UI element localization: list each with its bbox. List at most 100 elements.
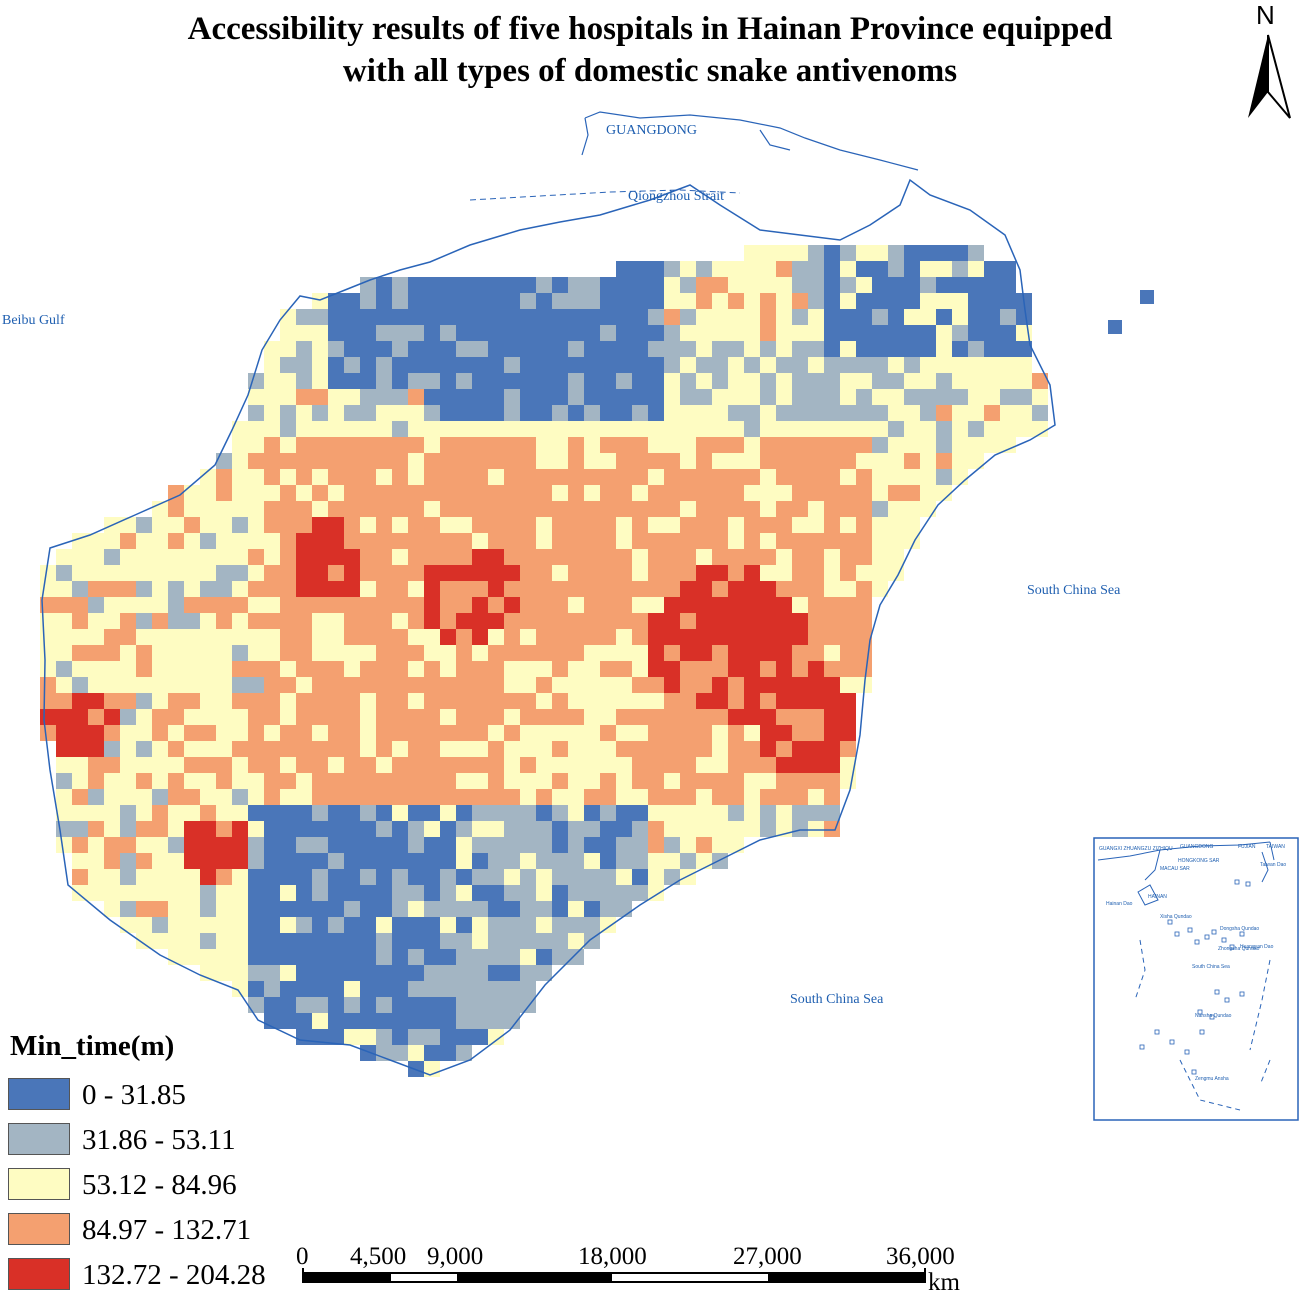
raster-cell bbox=[680, 853, 696, 869]
raster-cell bbox=[1032, 405, 1048, 421]
raster-cell bbox=[56, 645, 72, 661]
raster-cell bbox=[536, 709, 552, 725]
raster-cell bbox=[984, 325, 1000, 341]
raster-cell bbox=[680, 549, 696, 565]
raster-cell bbox=[664, 613, 680, 629]
raster-cell bbox=[664, 389, 680, 405]
raster-cell bbox=[504, 581, 520, 597]
raster-cell bbox=[696, 261, 712, 277]
raster-cell bbox=[376, 373, 392, 389]
raster-cell bbox=[760, 453, 776, 469]
raster-cell bbox=[248, 741, 264, 757]
raster-cell bbox=[536, 757, 552, 773]
inset-island-marker bbox=[1191, 1069, 1197, 1075]
raster-cell bbox=[248, 645, 264, 661]
raster-cell bbox=[648, 501, 664, 517]
raster-cell bbox=[360, 677, 376, 693]
raster-cell bbox=[232, 597, 248, 613]
raster-cell bbox=[168, 853, 184, 869]
raster-cell bbox=[408, 549, 424, 565]
raster-cell bbox=[520, 485, 536, 501]
raster-cell bbox=[728, 309, 744, 325]
raster-cell bbox=[664, 853, 680, 869]
raster-cell bbox=[536, 517, 552, 533]
raster-cell bbox=[904, 485, 920, 501]
raster-cell bbox=[488, 293, 504, 309]
raster-cell bbox=[408, 949, 424, 965]
raster-cell bbox=[440, 741, 456, 757]
raster-cell bbox=[520, 277, 536, 293]
raster-cell bbox=[584, 565, 600, 581]
raster-cell bbox=[696, 533, 712, 549]
raster-cell bbox=[616, 389, 632, 405]
raster-cell bbox=[648, 645, 664, 661]
raster-cell bbox=[712, 485, 728, 501]
raster-cell bbox=[1016, 373, 1032, 389]
raster-cell bbox=[152, 917, 168, 933]
raster-cell bbox=[664, 357, 680, 373]
raster-cell bbox=[632, 661, 648, 677]
raster-cell bbox=[856, 357, 872, 373]
raster-cell bbox=[680, 741, 696, 757]
raster-cell bbox=[328, 661, 344, 677]
raster-cell bbox=[504, 741, 520, 757]
raster-cell bbox=[536, 485, 552, 501]
legend-swatch bbox=[8, 1168, 70, 1200]
raster-cell bbox=[1032, 389, 1048, 405]
raster-cell bbox=[760, 341, 776, 357]
raster-cell bbox=[248, 725, 264, 741]
raster-cell bbox=[952, 453, 968, 469]
raster-cell bbox=[232, 421, 248, 437]
raster-cell bbox=[344, 869, 360, 885]
raster-cell bbox=[280, 389, 296, 405]
raster-cell bbox=[328, 437, 344, 453]
raster-cell bbox=[824, 533, 840, 549]
raster-cell bbox=[648, 309, 664, 325]
raster-cell bbox=[392, 533, 408, 549]
raster-cell bbox=[312, 773, 328, 789]
raster-cell bbox=[200, 469, 216, 485]
raster-cell bbox=[504, 421, 520, 437]
raster-cell bbox=[232, 677, 248, 693]
raster-cell bbox=[632, 725, 648, 741]
raster-cell bbox=[664, 789, 680, 805]
raster-cell bbox=[312, 597, 328, 613]
raster-cell bbox=[168, 533, 184, 549]
raster-cell bbox=[536, 405, 552, 421]
raster-cell bbox=[472, 469, 488, 485]
raster-cell bbox=[312, 965, 328, 981]
raster-cell bbox=[328, 405, 344, 421]
raster-cell bbox=[696, 773, 712, 789]
raster-cell bbox=[344, 565, 360, 581]
raster-cell bbox=[856, 261, 872, 277]
raster-cell bbox=[520, 405, 536, 421]
raster-cell bbox=[664, 661, 680, 677]
raster-cell bbox=[488, 853, 504, 869]
raster-cell bbox=[456, 517, 472, 533]
raster-cell bbox=[424, 341, 440, 357]
raster-cell bbox=[744, 517, 760, 533]
raster-cell bbox=[264, 645, 280, 661]
raster-cell bbox=[552, 581, 568, 597]
raster-cell bbox=[360, 341, 376, 357]
raster-cell bbox=[680, 357, 696, 373]
raster-cell bbox=[648, 693, 664, 709]
raster-cell bbox=[856, 325, 872, 341]
raster-cell bbox=[584, 709, 600, 725]
raster-cell bbox=[472, 613, 488, 629]
raster-cell bbox=[552, 309, 568, 325]
raster-cell bbox=[344, 1013, 360, 1029]
raster-cell bbox=[920, 501, 936, 517]
raster-cell bbox=[712, 501, 728, 517]
raster-cell bbox=[392, 581, 408, 597]
raster-cell bbox=[648, 581, 664, 597]
raster-cell bbox=[376, 501, 392, 517]
raster-cell bbox=[520, 517, 536, 533]
raster-cell bbox=[376, 917, 392, 933]
raster-cell bbox=[280, 789, 296, 805]
raster-cell bbox=[456, 357, 472, 373]
raster-cell bbox=[232, 725, 248, 741]
raster-cell bbox=[696, 437, 712, 453]
raster-cell bbox=[1000, 405, 1016, 421]
raster-cell bbox=[360, 1013, 376, 1029]
